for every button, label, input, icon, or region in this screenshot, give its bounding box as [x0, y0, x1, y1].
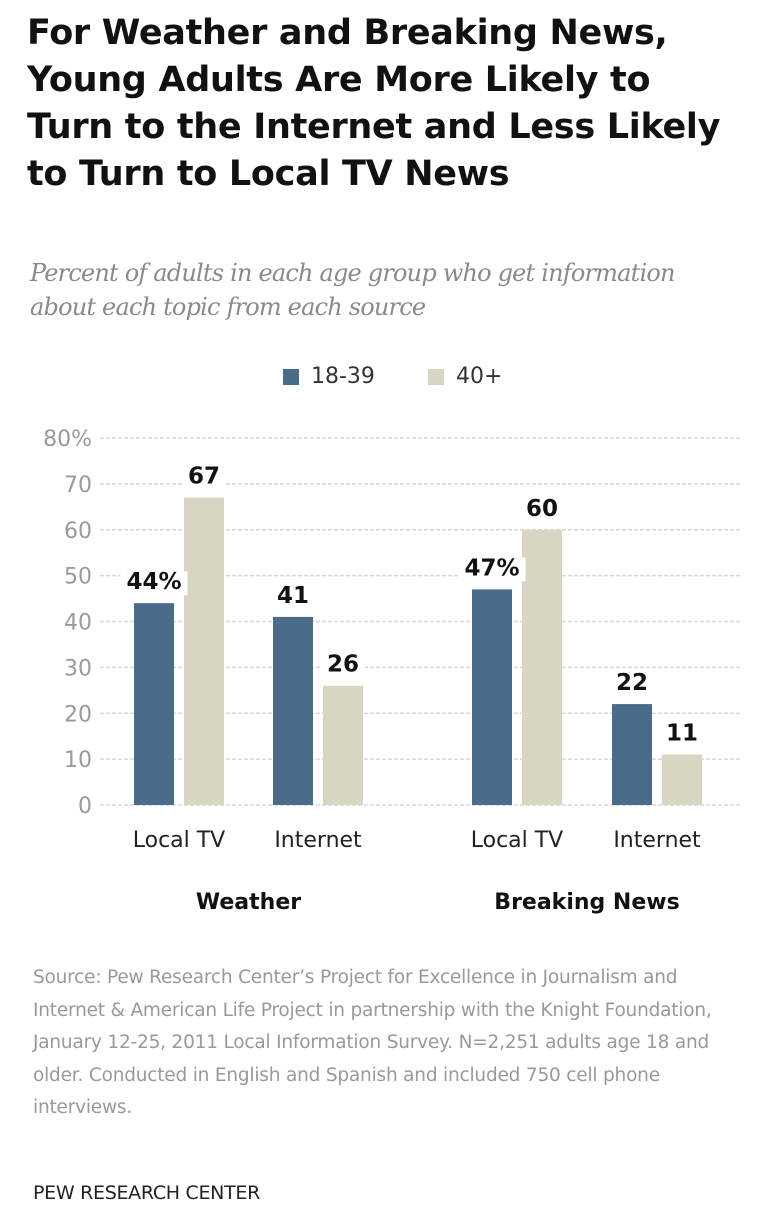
y-axis-ticks: 0 10 20 30 40 50 60 70 80% [43, 427, 92, 819]
y-tick-label: 50 [64, 565, 92, 590]
x-axis-labels: Local TV Internet Local TV Internet [133, 828, 701, 853]
pew-credit: PEW RESEARCH CENTER [33, 1182, 261, 1204]
x-category-label: Internet [274, 828, 362, 853]
bar-labels: 44% 41 47% 22 67 26 60 11 [120, 464, 705, 747]
bar-value-label: 22 [616, 670, 648, 696]
bar [273, 616, 313, 805]
label-knockout [120, 571, 188, 596]
label-knockout [519, 497, 565, 522]
bar [612, 704, 652, 805]
group-labels: Weather Breaking News [196, 890, 680, 915]
source-note: Source: Pew Research Center’s Project fo… [33, 967, 712, 1118]
label-knockout [320, 653, 366, 678]
bar [522, 529, 562, 805]
label-knockout [181, 465, 227, 490]
label-knockout [458, 557, 526, 582]
y-tick-label: 0 [78, 794, 92, 819]
x-category-label: Internet [613, 828, 701, 853]
legend-item-18-39: 18-39 [283, 364, 375, 389]
legend-label-40-plus: 40+ [456, 364, 503, 389]
group-label: Weather [196, 890, 301, 915]
legend-label-18-39: 18-39 [311, 364, 375, 389]
x-category-label: Local TV [471, 828, 564, 853]
bar [662, 754, 702, 805]
bar [472, 589, 512, 805]
bar-value-label: 44% [126, 569, 181, 595]
bar-value-label: 47% [464, 555, 519, 581]
y-tick-label: 70 [64, 473, 92, 498]
y-tick-label: 80% [43, 427, 92, 452]
group-label: Breaking News [494, 890, 679, 915]
legend-swatch-40-plus [428, 368, 444, 385]
label-knockout [609, 672, 655, 697]
bars [134, 497, 702, 805]
bar [134, 603, 174, 805]
bar-value-label: 11 [666, 721, 698, 747]
bar [184, 497, 224, 805]
bar [323, 685, 363, 805]
y-tick-label: 20 [64, 702, 92, 727]
y-tick-label: 40 [64, 611, 92, 636]
label-knockout [659, 722, 705, 747]
gridlines [100, 437, 740, 806]
x-category-label: Local TV [133, 828, 226, 853]
bar-value-label: 67 [188, 464, 220, 490]
bar-value-label: 26 [327, 652, 359, 678]
y-tick-label: 10 [64, 748, 92, 773]
legend: 18-39 40+ [0, 364, 760, 394]
legend-item-40-plus: 40+ [428, 364, 502, 389]
legend-swatch-18-39 [283, 368, 299, 385]
y-tick-label: 60 [64, 519, 92, 544]
bar-value-label: 41 [277, 583, 309, 609]
bar-value-label: 60 [526, 496, 558, 522]
chart-subtitle: Percent of adults in each age group who … [30, 259, 675, 321]
chart-title: For Weather and Breaking News, Young Adu… [27, 13, 721, 194]
bar-chart: 0 10 20 30 40 50 60 70 80% 44% 41 47% 22 67 26 60 11 Lo… [43, 427, 740, 915]
y-tick-label: 30 [64, 656, 92, 681]
label-knockout [270, 584, 316, 609]
